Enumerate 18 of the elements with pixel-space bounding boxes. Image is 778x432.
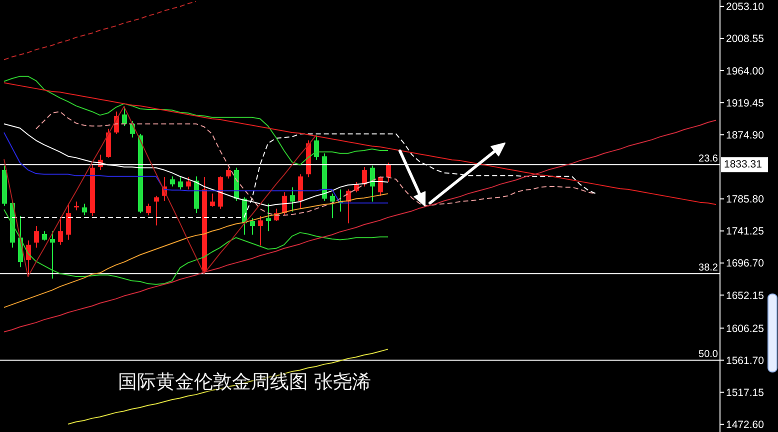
annotation: 23.6 bbox=[698, 154, 718, 165]
y-tick-label: 1874.90 bbox=[726, 129, 764, 142]
y-tick-label: 2008.55 bbox=[726, 33, 764, 46]
y-tick-label: 1472.60 bbox=[726, 419, 764, 432]
y-tick-label: 1606.25 bbox=[726, 322, 764, 335]
y-tick-label: 1919.45 bbox=[726, 97, 764, 110]
y-tick-label: 1517.15 bbox=[726, 387, 764, 400]
y-tick-label: 1561.70 bbox=[726, 354, 764, 367]
ref-line-label: 1833.31 bbox=[724, 158, 762, 171]
y-tick-label: 1785.80 bbox=[726, 194, 764, 206]
price-tag: 1833.31 bbox=[721, 157, 768, 172]
y-tick-label: 1964.00 bbox=[726, 65, 764, 78]
annotation: 50.0 bbox=[698, 349, 718, 360]
annotation: 38.2 bbox=[698, 262, 718, 274]
y-tick-label: 1696.70 bbox=[726, 258, 764, 270]
y-tick-label: 1741.25 bbox=[726, 226, 764, 238]
y-tick-label: 1652.15 bbox=[726, 290, 764, 302]
y-tick-label: 2053.10 bbox=[726, 1, 764, 14]
